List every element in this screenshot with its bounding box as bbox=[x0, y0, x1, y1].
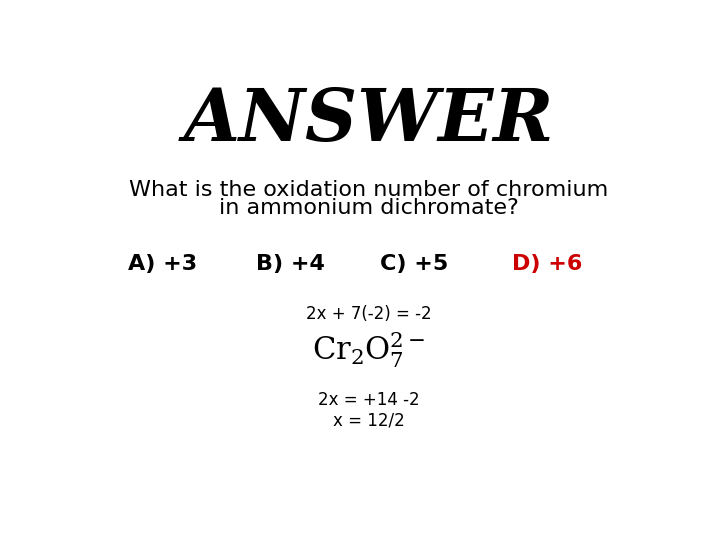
Text: x = 12/2: x = 12/2 bbox=[333, 411, 405, 429]
Text: $\mathregular{Cr_2O_7^{2-}}$: $\mathregular{Cr_2O_7^{2-}}$ bbox=[312, 329, 426, 370]
Text: ANSWER: ANSWER bbox=[184, 85, 554, 157]
Text: 2x = +14 -2: 2x = +14 -2 bbox=[318, 390, 420, 409]
Text: C) +5: C) +5 bbox=[379, 254, 448, 274]
Text: 2x + 7(-2) = -2: 2x + 7(-2) = -2 bbox=[306, 305, 432, 323]
Text: A) +3: A) +3 bbox=[128, 254, 197, 274]
Text: B) +4: B) +4 bbox=[256, 254, 325, 274]
Text: D) +6: D) +6 bbox=[513, 254, 582, 274]
Text: in ammonium dichromate?: in ammonium dichromate? bbox=[219, 198, 519, 218]
Text: What is the oxidation number of chromium: What is the oxidation number of chromium bbox=[130, 179, 608, 200]
